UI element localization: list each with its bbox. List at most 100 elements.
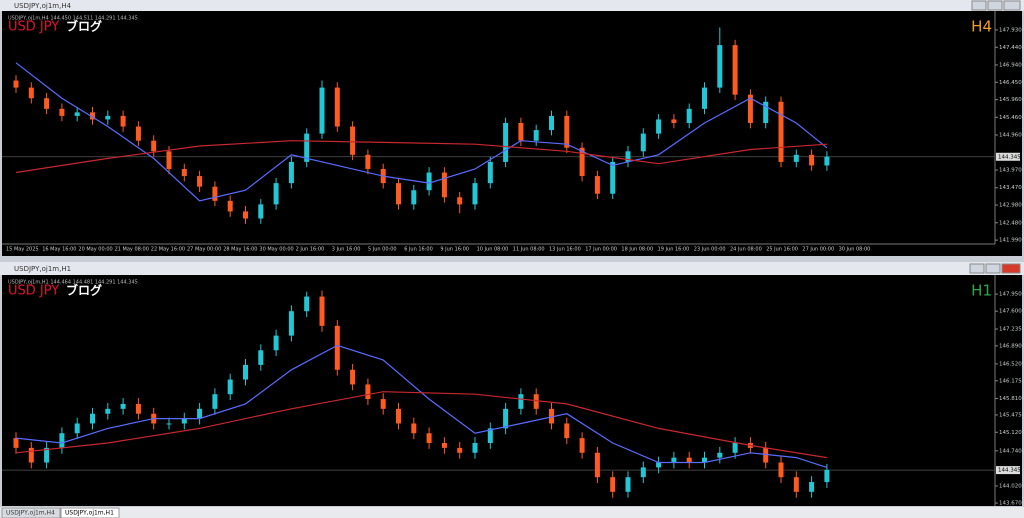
candle-body bbox=[365, 154, 371, 169]
window-title: USDJPY,oj1m,H4 bbox=[14, 2, 72, 10]
candle-body bbox=[59, 108, 65, 116]
x-tick-label: 2 Jun 16:00 bbox=[296, 247, 325, 253]
candle-body bbox=[74, 112, 80, 116]
candle-body bbox=[334, 87, 340, 127]
y-tick-label: 146.940 bbox=[999, 62, 1022, 68]
y-tick-label: 145.475 bbox=[999, 412, 1022, 418]
candle-body bbox=[717, 45, 723, 88]
candle-body bbox=[197, 176, 203, 187]
candle-body bbox=[503, 408, 509, 429]
candle-body bbox=[396, 408, 401, 424]
x-tick-label: 15 May 2025 bbox=[6, 247, 39, 253]
title-bar bbox=[0, 0, 1024, 11]
candle-body bbox=[457, 447, 463, 453]
candle-body bbox=[44, 98, 50, 109]
tab[interactable] bbox=[1, 507, 61, 518]
minimize-button[interactable] bbox=[969, 263, 985, 274]
minimize-button[interactable] bbox=[971, 0, 987, 11]
candle-body bbox=[487, 428, 493, 444]
candle-body bbox=[258, 204, 264, 219]
candle-body bbox=[90, 413, 95, 424]
y-tick-label: 145.960 bbox=[999, 97, 1022, 103]
candle-body bbox=[319, 87, 325, 134]
blog-label: ブログ bbox=[66, 283, 102, 298]
maximize-button[interactable] bbox=[985, 263, 1001, 274]
x-tick-label: 17 Jun 00:00 bbox=[585, 247, 617, 253]
x-tick-label: 21 May 08:00 bbox=[115, 247, 149, 253]
close-button[interactable] bbox=[1003, 0, 1021, 11]
candle-body bbox=[441, 443, 447, 448]
candle-body bbox=[350, 126, 356, 155]
tab[interactable] bbox=[60, 507, 120, 518]
candle-body bbox=[59, 433, 65, 448]
y-tick-label: 143.670 bbox=[999, 501, 1022, 507]
timeframe-label: H4 bbox=[971, 18, 992, 36]
candle-body bbox=[671, 119, 677, 123]
x-tick-label: 22 May 16:00 bbox=[151, 247, 185, 253]
moving-average bbox=[15, 391, 827, 459]
y-tick-label: 144.020 bbox=[999, 483, 1022, 489]
y-tick-label: 145.810 bbox=[999, 396, 1022, 402]
y-tick-label: 144.740 bbox=[999, 448, 1022, 454]
moving-average bbox=[15, 62, 828, 202]
y-tick-label: 147.235 bbox=[999, 327, 1022, 333]
candle-body bbox=[702, 87, 707, 109]
candle-body bbox=[686, 457, 692, 463]
candle-body bbox=[503, 122, 509, 162]
candle-body bbox=[671, 457, 677, 463]
candle-body bbox=[472, 183, 478, 205]
candle-body bbox=[166, 151, 172, 169]
y-tick-label: 145.120 bbox=[999, 430, 1022, 436]
x-tick-label: 10 Jun 08:00 bbox=[477, 247, 509, 253]
tab-label[interactable]: USDJPY,oj1m,H1 bbox=[65, 510, 114, 517]
candle-body bbox=[90, 112, 95, 120]
candle-body bbox=[549, 115, 554, 131]
candle-body bbox=[747, 94, 753, 123]
candle-body bbox=[549, 408, 554, 424]
y-tick-label: 143.470 bbox=[999, 185, 1022, 191]
candle-body bbox=[197, 408, 203, 419]
candle-body bbox=[426, 433, 432, 444]
candle-body bbox=[227, 379, 233, 395]
y-tick-label: 142.980 bbox=[999, 203, 1022, 209]
candle-body bbox=[212, 394, 218, 409]
x-tick-label: 24 Jun 08:00 bbox=[730, 247, 762, 253]
title-bar bbox=[0, 262, 1024, 275]
candle-body bbox=[334, 325, 340, 370]
x-tick-label: 9 Jun 16:00 bbox=[440, 247, 469, 253]
candle-body bbox=[288, 161, 294, 184]
candle-body bbox=[809, 154, 815, 166]
candle-body bbox=[288, 311, 294, 336]
x-tick-label: 25 Jun 16:00 bbox=[766, 247, 798, 253]
candle-body bbox=[411, 423, 417, 434]
candle-body bbox=[564, 423, 570, 439]
candle-body bbox=[273, 335, 279, 351]
candle-body bbox=[411, 190, 417, 205]
candle-body bbox=[227, 200, 233, 212]
candle-body bbox=[426, 172, 432, 191]
candle-body bbox=[243, 364, 248, 380]
x-tick-label: 27 Jun 00:00 bbox=[802, 247, 834, 253]
candle-body bbox=[824, 156, 830, 166]
candle-body bbox=[778, 101, 784, 162]
candle-body bbox=[304, 296, 310, 312]
close-button[interactable] bbox=[1001, 263, 1021, 274]
candle-body bbox=[533, 130, 539, 141]
y-tick-label: 147.930 bbox=[999, 27, 1022, 33]
maximize-button[interactable] bbox=[987, 0, 1003, 11]
candle-body bbox=[640, 467, 646, 478]
tab-label[interactable]: USDJPY,oj1m,H4 bbox=[6, 510, 55, 517]
last-price-box bbox=[996, 466, 1020, 475]
y-tick-label: 145.460 bbox=[999, 115, 1022, 121]
y-tick-label: 147.440 bbox=[999, 45, 1022, 51]
candle-body bbox=[457, 197, 463, 205]
x-tick-label: 6 Jun 16:00 bbox=[404, 247, 433, 253]
ohlc-info: USDJPY,oj1m,H4 144.450 144.511 144.291 1… bbox=[8, 16, 138, 22]
timeframe-label: H1 bbox=[971, 282, 992, 300]
candle-body bbox=[763, 101, 769, 123]
candle-body bbox=[732, 443, 738, 453]
candle-body bbox=[396, 183, 401, 205]
last-price-label: 144.345 bbox=[998, 468, 1021, 474]
moving-average bbox=[15, 140, 827, 174]
